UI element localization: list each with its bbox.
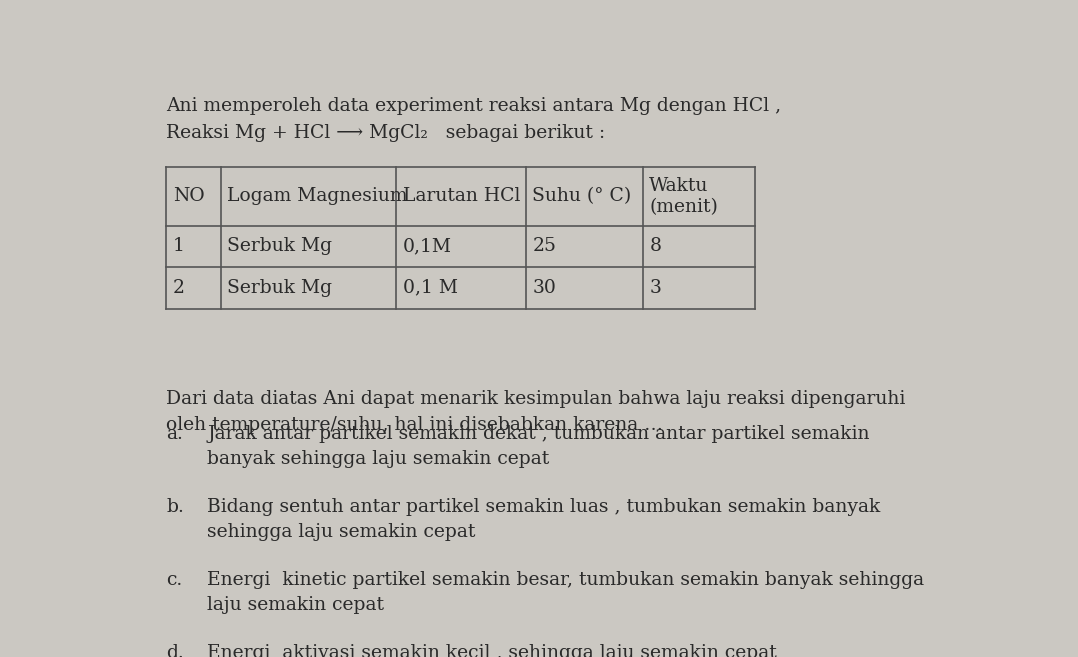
Text: Energi  aktivasi semakin kecil , sehingga laju semakin cepat: Energi aktivasi semakin kecil , sehingga…: [207, 644, 777, 657]
Text: Energi  kinetic partikel semakin besar, tumbukan semakin banyak sehingga
laju se: Energi kinetic partikel semakin besar, t…: [207, 571, 925, 614]
Text: 30: 30: [533, 279, 556, 297]
Text: Serbuk Mg: Serbuk Mg: [227, 237, 332, 256]
Text: Serbuk Mg: Serbuk Mg: [227, 279, 332, 297]
Text: d.: d.: [166, 644, 184, 657]
Text: 0,1M: 0,1M: [403, 237, 452, 256]
Text: Ani memperoleh data experiment reaksi antara Mg dengan HCl ,: Ani memperoleh data experiment reaksi an…: [166, 97, 782, 114]
Text: 0,1 M: 0,1 M: [403, 279, 458, 297]
Text: 1: 1: [174, 237, 185, 256]
Text: Reaksi Mg + HCl ⟶ MgCl₂   sebagai berikut :: Reaksi Mg + HCl ⟶ MgCl₂ sebagai berikut …: [166, 124, 606, 143]
Text: 2: 2: [174, 279, 185, 297]
Text: 25: 25: [533, 237, 556, 256]
Text: b.: b.: [166, 498, 184, 516]
Text: c.: c.: [166, 571, 183, 589]
Text: 3: 3: [649, 279, 661, 297]
Text: Logam Magnesium: Logam Magnesium: [227, 187, 407, 206]
Text: Bidang sentuh antar partikel semakin luas , tumbukan semakin banyak
sehingga laj: Bidang sentuh antar partikel semakin lua…: [207, 498, 881, 541]
Text: 8: 8: [649, 237, 662, 256]
Text: a.: a.: [166, 425, 183, 443]
Text: Waktu
(menit): Waktu (menit): [649, 177, 718, 216]
Text: Dari data diatas Ani dapat menarik kesimpulan bahwa laju reaksi dipengaruhi
oleh: Dari data diatas Ani dapat menarik kesim…: [166, 390, 906, 434]
Text: NO: NO: [174, 187, 205, 206]
Text: Jarak antar partikel semakin dekat , tumbukan antar partikel semakin
banyak sehi: Jarak antar partikel semakin dekat , tum…: [207, 425, 870, 468]
Text: Suhu (° C): Suhu (° C): [533, 187, 632, 206]
Text: Larutan HCl: Larutan HCl: [403, 187, 521, 206]
